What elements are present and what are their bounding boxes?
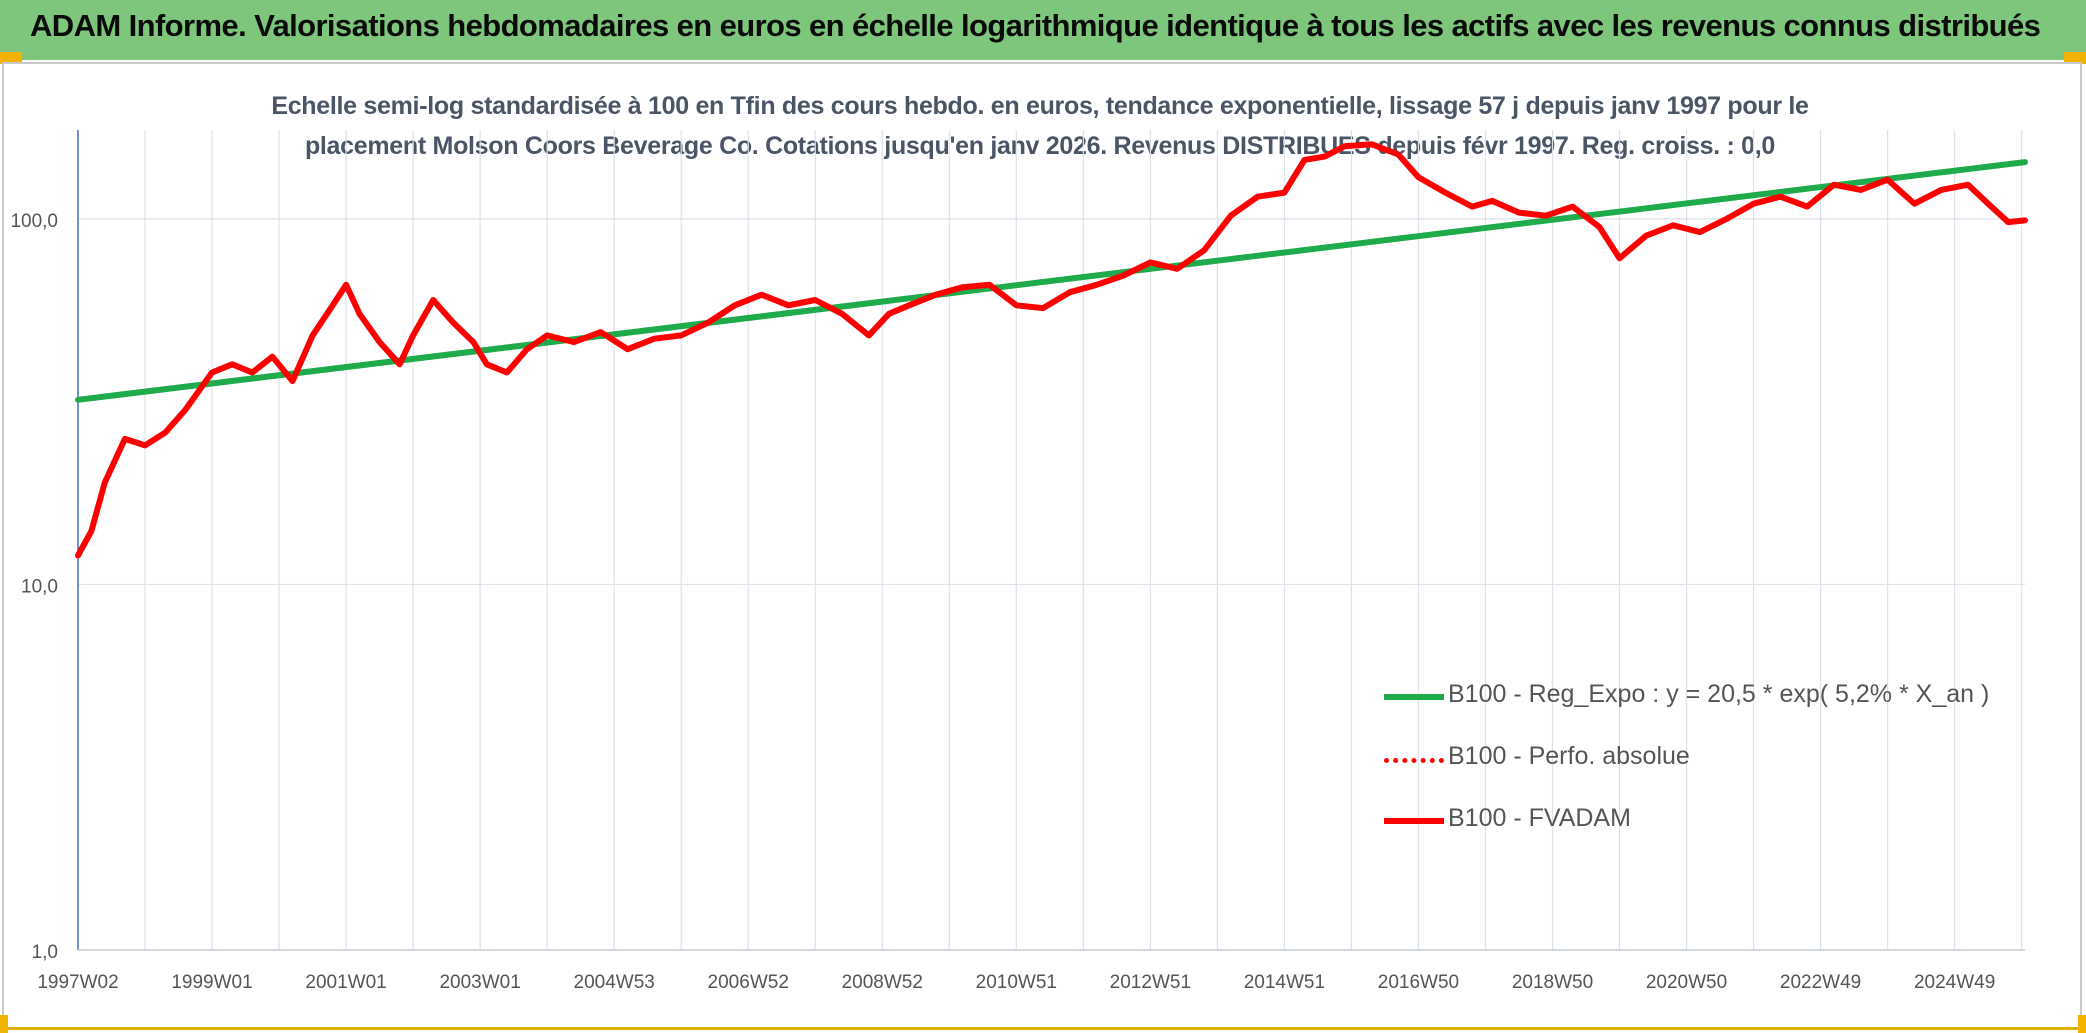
corner-accent-left [0,52,22,64]
x-tick-label: 2012W51 [1110,972,1191,993]
x-tick-label: 2022W49 [1780,972,1861,993]
header-bar: ADAM Informe. Valorisations hebdomadaire… [0,0,2086,64]
legend-item-fvadam: B100 - FVADAM [1384,804,2044,866]
legend: B100 - Reg_Expo : y = 20,5 * exp( 5,2% *… [1384,680,2044,866]
x-tick-label: 2020W50 [1646,972,1727,993]
legend-swatch-perfo [1384,758,1444,763]
x-tick-label: 2010W51 [976,972,1057,993]
chart-title-line-1: Echelle semi-log standardisée à 100 en T… [271,92,1809,120]
legend-item-perfo: B100 - Perfo. absolue [1384,742,2044,804]
x-tick-label: 2018W50 [1512,972,1593,993]
tick-labels: 1,0 10,0 100,0 1997W02 1999W01 2001W01 2003W01… [10,211,1995,993]
y-tick-label: 100,0 [10,211,58,232]
legend-swatch-fvadam [1384,818,1444,824]
legend-label-fvadam: B100 - FVADAM [1448,804,1631,832]
frame-accent-right [2078,1015,2086,1033]
chart-title-line-2: placement Molson Coors Beverage Co. Cota… [304,132,1776,160]
x-tick-label: 2004W53 [574,972,655,993]
x-tick-label: 2001W01 [305,972,386,993]
x-tick-label: 2003W01 [439,972,520,993]
report-title: ADAM Informe. Valorisations hebdomadaire… [30,8,2041,43]
frame-accent-left [0,1015,8,1033]
y-tick-label: 1,0 [32,942,58,963]
series-line-0 [75,159,2028,403]
legend-label-perfo: B100 - Perfo. absolue [1448,742,1690,770]
corner-accent-right [2064,52,2086,64]
x-tick-label: 1997W02 [37,972,118,993]
legend-item-regression: B100 - Reg_Expo : y = 20,5 * exp( 5,2% *… [1384,680,2044,742]
series-lines [75,141,2028,559]
y-tick-label: 10,0 [21,576,58,597]
axes [77,130,2025,951]
x-tick-label: 2016W50 [1378,972,1459,993]
chart-frame [2,62,2082,1030]
x-tick-label: 2024W49 [1914,972,1995,993]
x-tick-label: 2014W51 [1244,972,1325,993]
legend-swatch-regression [1384,694,1444,700]
x-tick-label: 2008W52 [842,972,923,993]
x-tick-label: 1999W01 [171,972,252,993]
x-tick-label: 2006W52 [708,972,789,993]
legend-label-regression: B100 - Reg_Expo : y = 20,5 * exp( 5,2% *… [1448,680,1990,708]
series-line-2 [75,141,2028,559]
chart-title: Echelle semi-log standardisée à 100 en T… [240,86,1840,166]
